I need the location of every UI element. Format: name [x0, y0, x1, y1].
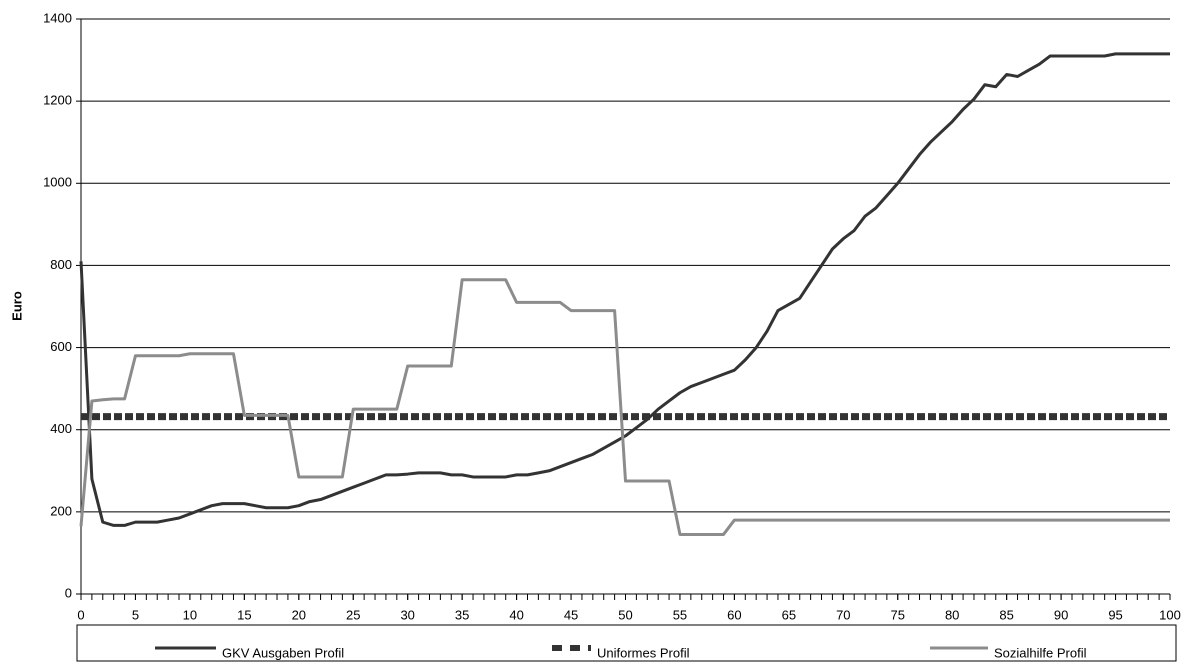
y-axis-label: Euro: [9, 291, 24, 321]
x-tick-label: 65: [782, 607, 796, 622]
legend-label: GKV Ausgaben Profil: [222, 645, 344, 660]
y-tick-label: 800: [50, 257, 72, 272]
legend-label: Sozialhilfe Profil: [994, 645, 1087, 660]
x-tick-label: 70: [836, 607, 850, 622]
y-tick-label: 0: [65, 585, 72, 600]
y-tick-label: 600: [50, 339, 72, 354]
x-tick-label: 90: [1054, 607, 1068, 622]
x-tick-label: 40: [509, 607, 523, 622]
x-tick-label: 30: [400, 607, 414, 622]
y-tick-label: 400: [50, 421, 72, 436]
x-tick-label: 20: [292, 607, 306, 622]
x-tick-label: 55: [673, 607, 687, 622]
x-tick-label: 75: [891, 607, 905, 622]
x-tick-label: 25: [346, 607, 360, 622]
x-tick-label: 100: [1159, 607, 1181, 622]
x-tick-label: 85: [999, 607, 1013, 622]
x-tick-label: 5: [132, 607, 139, 622]
x-tick-label: 0: [77, 607, 84, 622]
x-tick-label: 35: [455, 607, 469, 622]
x-tick-label: 45: [564, 607, 578, 622]
x-tick-label: 15: [237, 607, 251, 622]
series-line: [79, 52, 1170, 527]
y-tick-label: 1200: [43, 93, 72, 108]
x-tick-label: 50: [618, 607, 632, 622]
x-tick-label: 80: [945, 607, 959, 622]
y-tick-label: 1000: [43, 175, 72, 190]
x-tick-label: 10: [183, 607, 197, 622]
y-tick-label: 1400: [43, 10, 72, 25]
x-tick-label: 95: [1108, 607, 1122, 622]
legend-label: Uniformes Profil: [597, 645, 690, 660]
legend-box: [76, 624, 1177, 662]
y-tick-label: 200: [50, 503, 72, 518]
series-line: [79, 278, 1170, 536]
x-tick-label: 60: [727, 607, 741, 622]
